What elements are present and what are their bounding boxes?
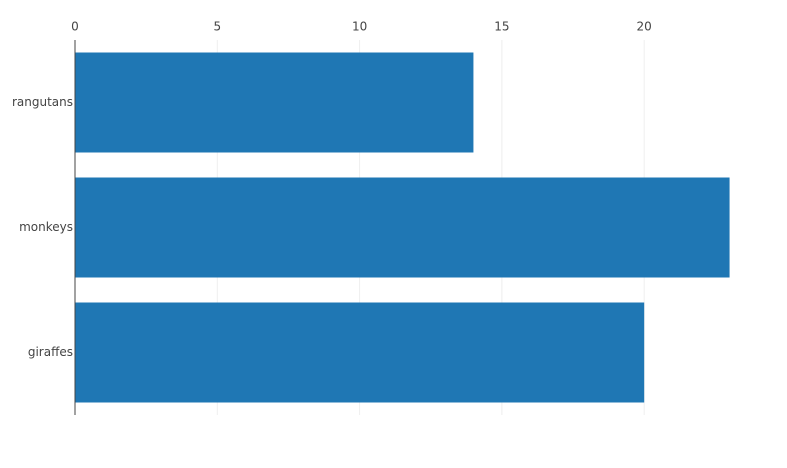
x-tick-label: 10 — [352, 20, 367, 34]
bar — [75, 177, 730, 278]
x-tick-label: 15 — [494, 20, 509, 34]
bar — [75, 302, 645, 403]
y-tick-label: giraffes — [28, 345, 73, 359]
x-tick-label: 5 — [213, 20, 221, 34]
bar — [75, 52, 474, 153]
x-tick-label: 20 — [637, 20, 652, 34]
x-tick-label: 0 — [71, 20, 79, 34]
y-tick-label: monkeys — [19, 220, 73, 234]
y-tick-label: rangutans — [12, 95, 73, 109]
